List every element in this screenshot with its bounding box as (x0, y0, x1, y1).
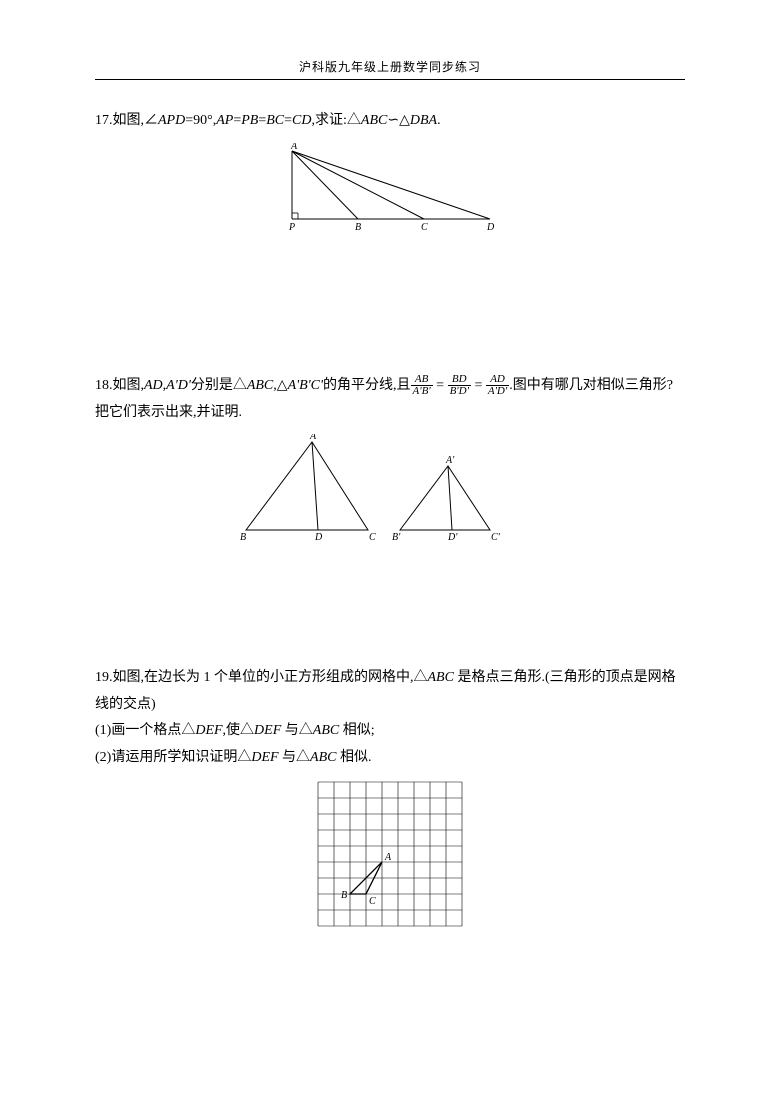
svg-text:P: P (288, 222, 295, 233)
p18-frac1: ABA'B' (411, 374, 433, 397)
svg-text:C': C' (491, 532, 501, 543)
p19-l2b: ,使△ (223, 723, 255, 738)
p18-m2: 的角平分线,且 (323, 378, 411, 393)
p17-t2: DBA (410, 113, 437, 128)
svg-text:B: B (341, 890, 347, 901)
svg-text:D': D' (447, 532, 458, 543)
p19-l3a: (2)请运用所学知识证明△ (95, 750, 251, 765)
p17-pb: PB (241, 113, 258, 128)
p19-l2d: 相似; (339, 723, 374, 738)
p18-frac3: ADA'D' (486, 374, 509, 397)
p17-eq1: =90°, (185, 113, 216, 128)
svg-text:B': B' (392, 532, 401, 543)
svg-text:B: B (240, 532, 246, 543)
p17-text: 17.如图,∠ (95, 113, 158, 128)
p19-l3b: 与△ (279, 750, 311, 765)
p18-eq2: = (471, 378, 486, 393)
p18-ad2: A'D' (166, 378, 191, 393)
svg-text:C: C (369, 896, 376, 907)
p18-m1: 分别是△ (191, 378, 247, 393)
p18-abc2: A'B'C' (288, 378, 323, 393)
svg-text:C: C (369, 532, 376, 543)
p17-ap: AP (216, 113, 233, 128)
p19-l3c: 相似. (337, 750, 372, 765)
p19-l2a: (1)画一个格点△ (95, 723, 195, 738)
page-header: 沪科版九年级上册数学同步练习 (95, 58, 685, 75)
svg-text:A': A' (445, 455, 455, 466)
p17-end: . (437, 113, 441, 128)
p19-l2c: 与△ (281, 723, 313, 738)
p17-sim: ∽△ (387, 113, 410, 128)
p19-line2: (1)画一个格点△DEF,使△DEF 与△ABC 相似; (95, 718, 685, 745)
frac3-den: A'D' (486, 386, 509, 397)
p19-l1a: 19.如图,在边长为 1 个单位的小正方形组成的网格中,△ (95, 670, 428, 685)
p17-mid: ,求证:△ (312, 113, 361, 128)
svg-text:A: A (309, 434, 317, 442)
svg-text:B: B (355, 222, 361, 233)
header-rule (95, 79, 685, 80)
svg-text:C: C (421, 222, 428, 233)
figure-18: A B D C A' B' D' C' (240, 434, 540, 544)
p18-eq1: = (433, 378, 448, 393)
p17-t1: ABC (361, 113, 387, 128)
p19-abc2: ABC (313, 723, 339, 738)
p18-ad: AD (144, 378, 163, 393)
p19-line1: 19.如图,在边长为 1 个单位的小正方形组成的网格中,△ABC 是格点三角形.… (95, 665, 685, 718)
svg-text:A: A (290, 143, 298, 152)
frac2-den: B'D' (448, 386, 471, 397)
p19-abc: ABC (428, 670, 454, 685)
p18-frac2: BDB'D' (448, 374, 471, 397)
p19-abc3: ABC (310, 750, 336, 765)
problem-17: 17.如图,∠APD=90°,AP=PB=BC=CD,求证:△ABC∽△DBA.… (95, 108, 685, 243)
p18-abc: ABC (247, 378, 273, 393)
problem-19: 19.如图,在边长为 1 个单位的小正方形组成的网格中,△ABC 是格点三角形.… (95, 665, 685, 940)
p18-pre: 18.如图, (95, 378, 144, 393)
svg-text:D: D (314, 532, 323, 543)
p17-bc: BC (266, 113, 284, 128)
problem-18: 18.如图,AD,A'D'分别是△ABC,△A'B'C'的角平分线,且ABA'B… (95, 373, 685, 555)
p17-cd: CD (292, 113, 311, 128)
p19-line3: (2)请运用所学知识证明△DEF 与△ABC 相似. (95, 745, 685, 772)
p17-apd: APD (158, 113, 185, 128)
figure-19: A B C (315, 779, 465, 929)
figure-17: A P B C D (280, 143, 500, 233)
frac1-den: A'B' (411, 386, 433, 397)
p19-def3: DEF (251, 750, 278, 765)
p19-def2: DEF (254, 723, 281, 738)
p19-def1: DEF (195, 723, 222, 738)
svg-text:D: D (486, 222, 495, 233)
svg-text:A: A (384, 852, 392, 863)
